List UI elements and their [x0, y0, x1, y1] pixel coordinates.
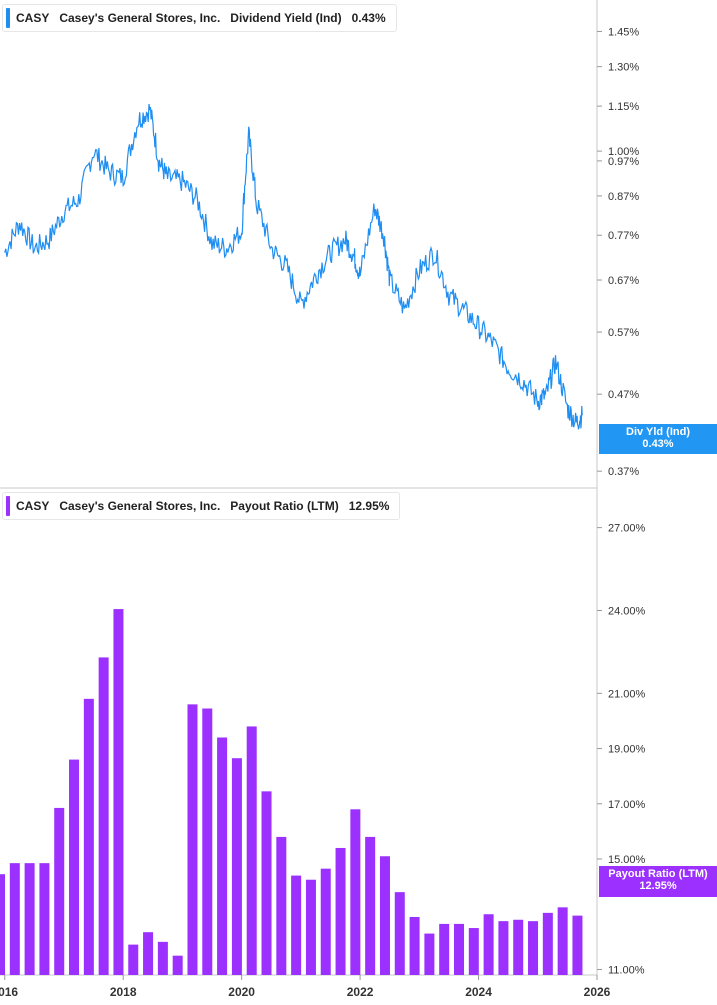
payout-bar	[365, 836, 376, 975]
payout-bar	[128, 944, 139, 975]
payout-bar	[305, 879, 316, 975]
payout-bar	[409, 917, 420, 975]
payout-bar	[320, 868, 331, 975]
payout-value-tag: Payout Ratio (LTM) 12.95%	[599, 866, 717, 897]
yield-legend-metric: Dividend Yield (Ind)	[230, 11, 342, 25]
payout-bar	[394, 892, 405, 975]
payout-bar	[202, 708, 213, 975]
x-tick-label: 2018	[110, 985, 137, 999]
payout-bar	[454, 923, 465, 975]
payout-bar	[24, 863, 35, 975]
yield-tick-label: 1.30%	[608, 62, 639, 74]
yield-tick-label: 0.87%	[608, 191, 639, 203]
x-tick-label: 2022	[347, 985, 374, 999]
x-axis: 2016 2018 2020 2022 2024 2026	[0, 975, 611, 999]
payout-bar	[261, 791, 272, 975]
yield-legend-ticker: CASY	[16, 11, 50, 25]
yield-tick-label: 0.67%	[608, 275, 639, 287]
payout-tick-label: 11.00%	[608, 964, 645, 976]
yield-tick-label: 0.37%	[608, 466, 639, 478]
yield-panel: 1.45% 1.30% 1.15% 1.00%0.97% 0.87% 0.77% 0.67%…	[4, 26, 639, 478]
x-tick-label: 2020	[228, 985, 255, 999]
payout-bar	[557, 907, 568, 975]
payout-bar	[468, 928, 479, 975]
yield-value-tag: Div Yld (Ind) 0.43%	[599, 424, 717, 454]
yield-tick-label: 0.77%	[608, 230, 639, 242]
x-tick-label: 2016	[0, 985, 18, 999]
payout-bar	[246, 726, 257, 975]
payout-legend-value: 12.95%	[348, 499, 390, 513]
payout-bar	[54, 807, 65, 975]
yield-tag-label: Div Yld (Ind)	[626, 426, 690, 438]
payout-bar	[39, 863, 50, 975]
payout-bar	[350, 809, 361, 975]
payout-bar	[379, 856, 390, 975]
payout-bar	[113, 609, 124, 975]
payout-bar	[143, 932, 154, 975]
yield-tick-label: 0.97%	[608, 156, 639, 168]
payout-bar	[172, 955, 183, 975]
payout-bar	[424, 933, 435, 975]
payout-bar	[98, 657, 109, 975]
payout-bar	[69, 759, 80, 975]
payout-legend-company: Casey's General Stores, Inc.	[59, 499, 221, 513]
payout-tick-label: 24.00%	[608, 605, 646, 617]
yield-tag-value: 0.43%	[642, 438, 674, 450]
payout-legend-metric: Payout Ratio (LTM)	[230, 499, 339, 513]
yield-tick-label: 1.15%	[608, 101, 639, 113]
payout-bar	[291, 875, 302, 975]
payout-legend-ticker: CASY	[16, 499, 50, 513]
payout-bar	[231, 758, 242, 975]
x-tick-label: 2026	[584, 985, 611, 999]
payout-bar	[572, 915, 583, 975]
yield-tick-label: 1.45%	[608, 26, 639, 38]
payout-bar	[498, 921, 509, 975]
payout-tick-label: 21.00%	[608, 688, 646, 700]
payout-bar	[513, 919, 524, 975]
x-tick-label: 2024	[465, 985, 492, 999]
yield-tick-label: 1.00%	[608, 146, 639, 158]
yield-legend-value: 0.43%	[351, 11, 386, 25]
yield-line	[4, 103, 583, 430]
payout-bar	[157, 941, 168, 975]
payout-bar	[439, 923, 450, 975]
yield-tick-label: 0.57%	[608, 327, 639, 339]
payout-bar	[483, 914, 494, 975]
yield-legend-swatch	[6, 8, 10, 28]
payout-panel: 27.00% 24.00% 21.00% 19.00% 17.00% 15.00% 11.0…	[0, 523, 646, 976]
payout-bar	[542, 912, 553, 975]
payout-legend: CASY Casey's General Stores, Inc. Payout…	[2, 492, 401, 520]
payout-tick-label: 19.00%	[608, 744, 646, 756]
payout-tick-label: 15.00%	[608, 854, 646, 866]
payout-bar	[335, 847, 346, 975]
payout-tag-value: 12.95%	[639, 880, 677, 892]
yield-tick-label: 0.47%	[608, 389, 639, 401]
payout-bar	[217, 737, 228, 975]
payout-tick-label: 27.00%	[608, 523, 646, 535]
payout-bar	[187, 704, 198, 975]
yield-legend: CASY Casey's General Stores, Inc. Divide…	[2, 4, 397, 32]
payout-bar	[0, 874, 5, 975]
payout-bar	[9, 863, 20, 975]
payout-tick-label: 17.00%	[608, 799, 646, 811]
payout-bar	[276, 836, 287, 975]
payout-bar	[528, 921, 539, 975]
payout-legend-swatch	[6, 496, 10, 516]
payout-bar	[83, 698, 94, 975]
payout-tag-label: Payout Ratio (LTM)	[608, 868, 708, 880]
yield-legend-company: Casey's General Stores, Inc.	[59, 11, 221, 25]
